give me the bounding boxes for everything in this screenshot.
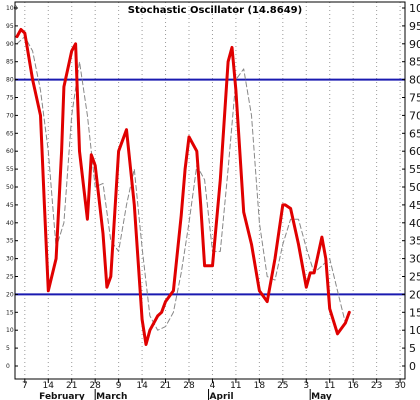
month-label: April <box>210 392 234 400</box>
x-tick-label: 3 <box>303 381 309 391</box>
y-tick-label-right: 50 <box>409 181 420 194</box>
y-tick-label-right: 45 <box>409 199 420 212</box>
x-tick-label: 4 <box>210 381 216 391</box>
y-tick-label-right: 0 <box>409 360 416 373</box>
x-tick-label: 14 <box>136 381 148 391</box>
y-tick-label-left: 80 <box>6 77 14 84</box>
y-tick-label-right: 55 <box>409 163 420 176</box>
y-tick-label-left: 15 <box>6 309 14 316</box>
y-tick-label-left: 70 <box>6 112 14 119</box>
plot-frame <box>14 1 406 380</box>
month-label: May <box>311 392 332 400</box>
month-label: February <box>39 392 85 400</box>
y-tick-label-right: 35 <box>409 235 420 248</box>
x-tick-label: 16 <box>347 381 359 391</box>
x-tick-label: 23 <box>371 381 382 391</box>
y-tick-label-left: 65 <box>6 130 14 137</box>
y-tick-label-left: 10 <box>6 327 14 334</box>
series-lines <box>15 28 351 346</box>
y-tick-label-left: 50 <box>6 184 14 191</box>
y-tick-label-right: 10 <box>409 324 420 337</box>
y-tick-label-right: 20 <box>409 288 420 301</box>
reference-lines <box>15 78 405 296</box>
x-tick-label: 9 <box>116 381 122 391</box>
y-tick-label-left: 45 <box>6 202 14 209</box>
signal-line-dashed <box>16 36 346 331</box>
y-tick-label-right: 60 <box>409 145 420 158</box>
y-tick-label-right: 75 <box>409 92 420 105</box>
x-tick-label: 30 <box>394 381 406 391</box>
y-tick-label-left: 75 <box>6 95 14 102</box>
y-tick-label-right: 5 <box>409 342 416 355</box>
y-tick-label-right: 90 <box>409 38 420 51</box>
x-tick-label: 21 <box>66 381 77 391</box>
y-tick-label-right: 65 <box>409 127 420 140</box>
y-tick-label-left: 0 <box>6 363 10 370</box>
y-tick-label-left: 35 <box>6 238 14 245</box>
y-tick-label-left: 100 <box>6 5 18 12</box>
x-tick-label: 14 <box>43 381 55 391</box>
y-tick-label-left: 25 <box>6 274 14 281</box>
y-tick-label-right: 25 <box>409 271 420 284</box>
y-tick-label-right: 100 <box>409 2 420 15</box>
y-tick-label-right: 80 <box>409 74 420 87</box>
x-tick-label: 11 <box>324 381 335 391</box>
x-tick-label: 7 <box>22 381 28 391</box>
chart-title: Stochastic Oscillator (14.8649) <box>128 5 302 16</box>
y-tick-label-left: 85 <box>6 59 14 66</box>
x-tick-label: 28 <box>183 381 195 391</box>
y-tick-label-left: 30 <box>6 256 14 263</box>
y-tick-label-left: 40 <box>6 220 14 227</box>
y-tick-label-right: 95 <box>409 20 420 33</box>
month-label: March <box>96 392 127 400</box>
y-tick-label-right: 85 <box>409 56 420 69</box>
y-tick-label-right: 30 <box>409 253 420 266</box>
oscillator-line-red <box>15 28 351 346</box>
x-tick-label: 18 <box>254 381 266 391</box>
y-tick-label-right: 40 <box>409 217 420 230</box>
x-tick-label: 21 <box>160 381 171 391</box>
y-tick-label-left: 95 <box>6 23 14 30</box>
x-tick-label: 28 <box>89 381 101 391</box>
y-tick-label-left: 20 <box>6 291 14 298</box>
y-tick-label-left: 55 <box>6 166 14 173</box>
y-tick-label-left: 5 <box>6 345 10 352</box>
gridlines <box>24 2 401 379</box>
y-tick-label-right: 70 <box>409 109 420 122</box>
x-tick-label: 11 <box>230 381 241 391</box>
y-tick-label-left: 60 <box>6 148 14 155</box>
y-tick-label-right: 15 <box>409 306 420 319</box>
x-tick-label: 25 <box>277 381 288 391</box>
y-tick-label-left: 90 <box>6 41 14 48</box>
